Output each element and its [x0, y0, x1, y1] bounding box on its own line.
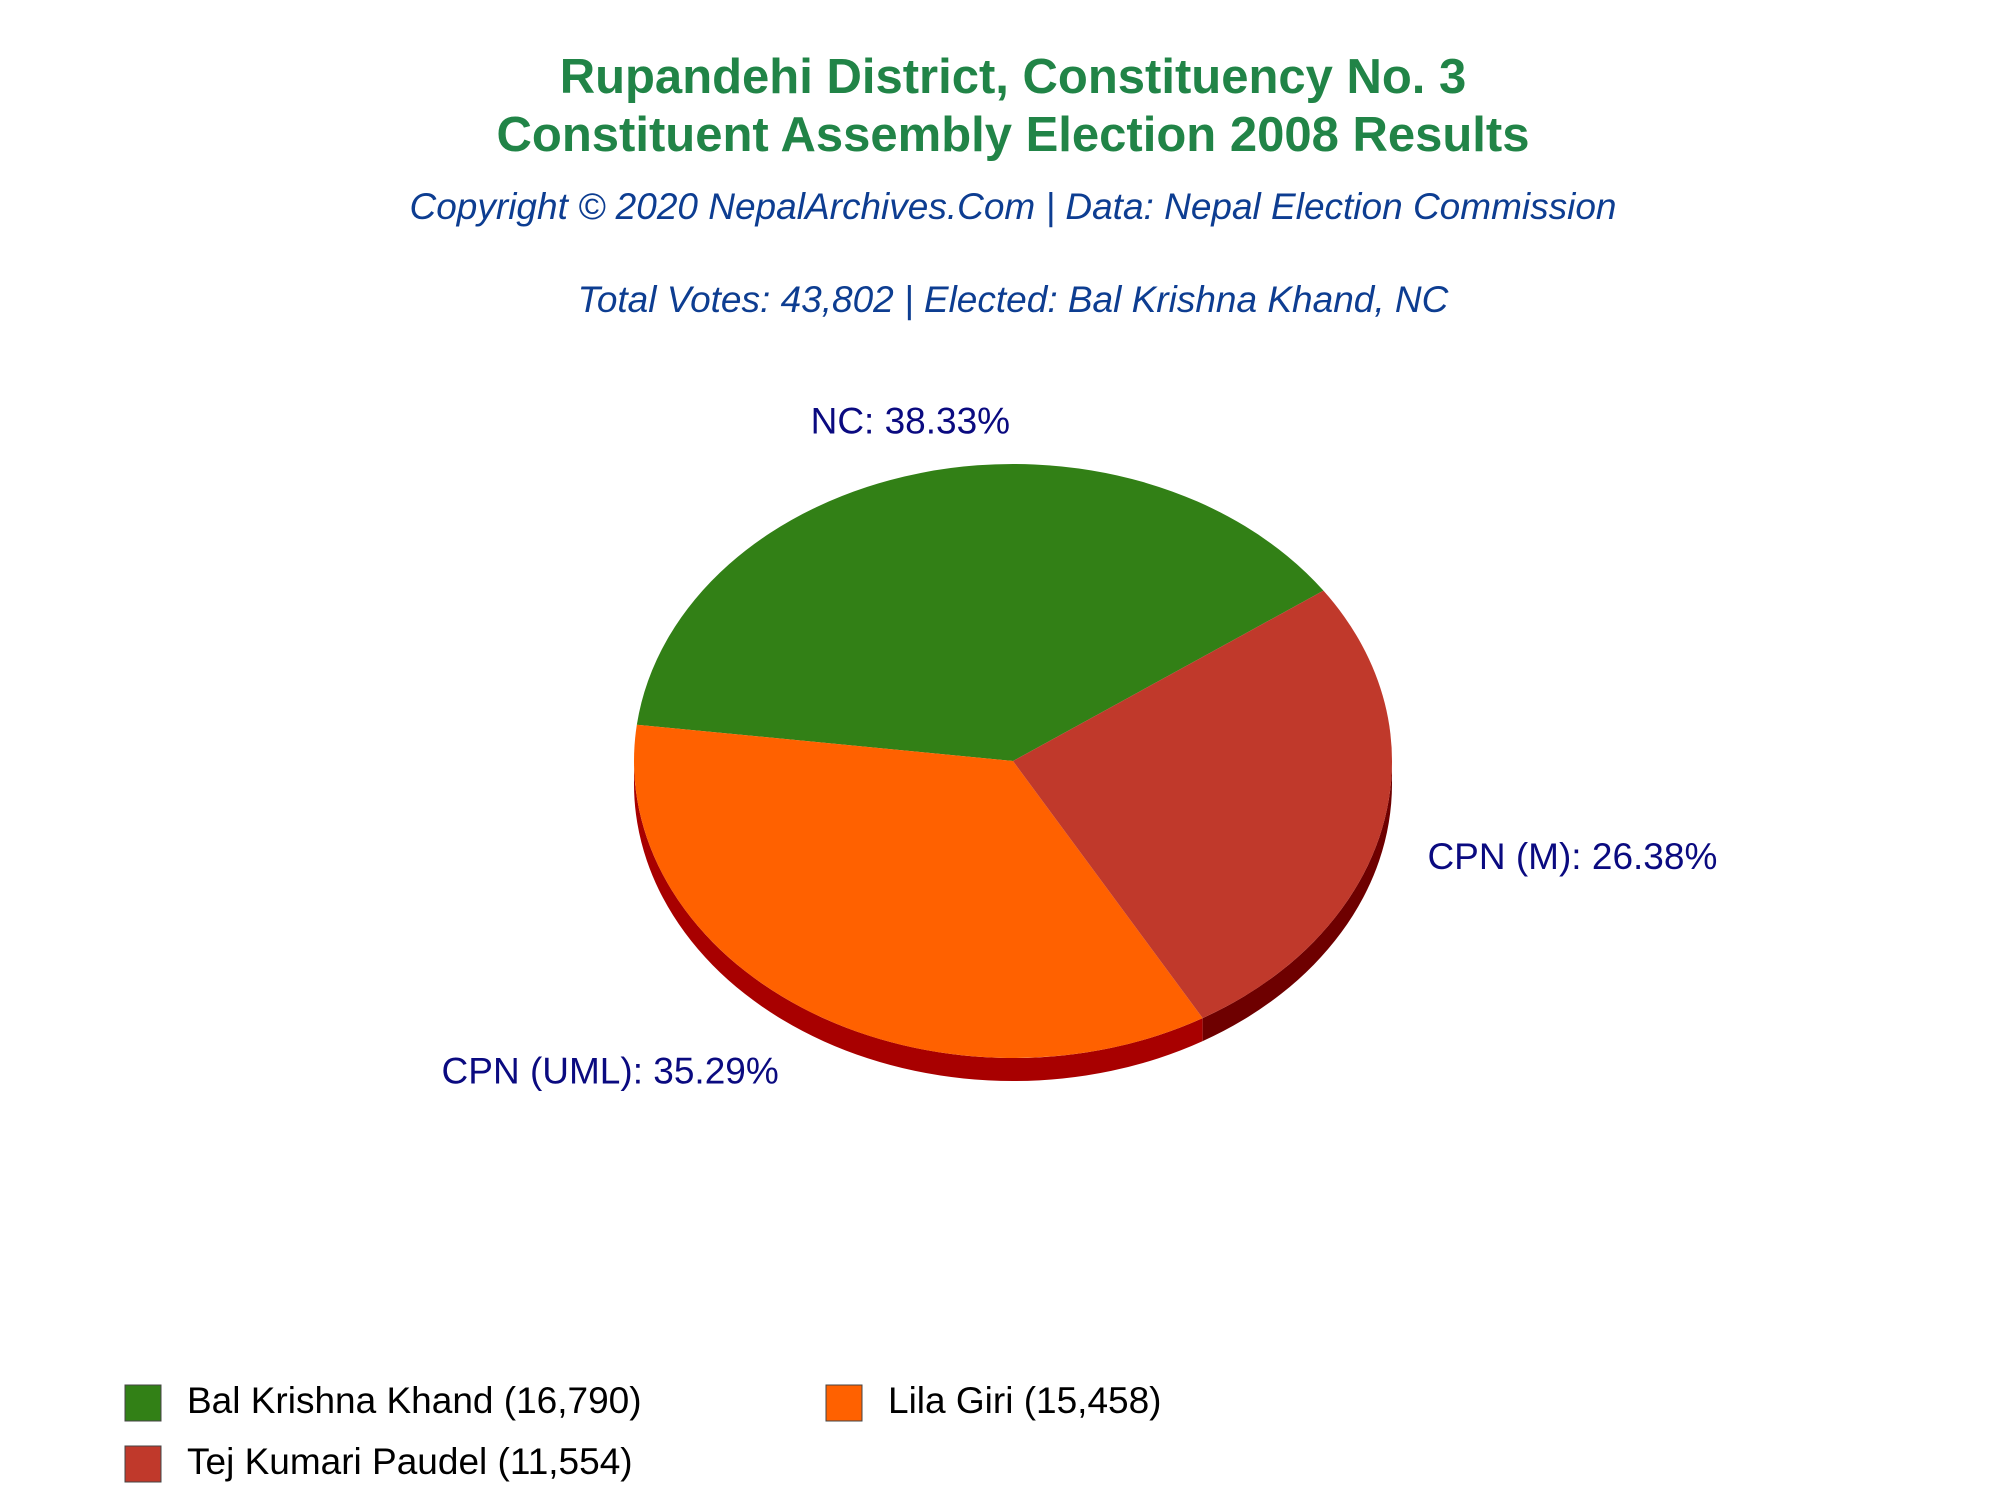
- slice-label: CPN (M): 26.38%: [1427, 836, 1717, 877]
- legend-swatch: [124, 1445, 162, 1483]
- slice-side: [1202, 761, 1392, 1042]
- chart-title: Rupandehi District, Constituency No. 3: [560, 50, 1467, 104]
- chart-title: Constituent Assembly Election 2008 Resul…: [497, 108, 1530, 162]
- annotation: Total Votes: 43,802 | Elected: Bal Krish…: [578, 279, 1449, 320]
- slice-label: CPN (UML): 35.29%: [442, 1051, 779, 1092]
- legend-swatch: [124, 1384, 162, 1422]
- legend-swatch: [825, 1384, 863, 1422]
- slice: [636, 464, 1324, 761]
- slice-label: NC: 38.33%: [811, 401, 1011, 442]
- legend-label: Lila Giri (15,458): [888, 1380, 1162, 1421]
- legend-label: Tej Kumari Paudel (11,554): [187, 1441, 633, 1482]
- subtitle: Copyright © 2020 NepalArchives.Com | Dat…: [410, 186, 1617, 227]
- slice: [1013, 590, 1393, 1019]
- legend-label: Bal Krishna Khand (16,790): [187, 1380, 642, 1421]
- slice-side: [634, 761, 1203, 1081]
- slice: [634, 724, 1203, 1058]
